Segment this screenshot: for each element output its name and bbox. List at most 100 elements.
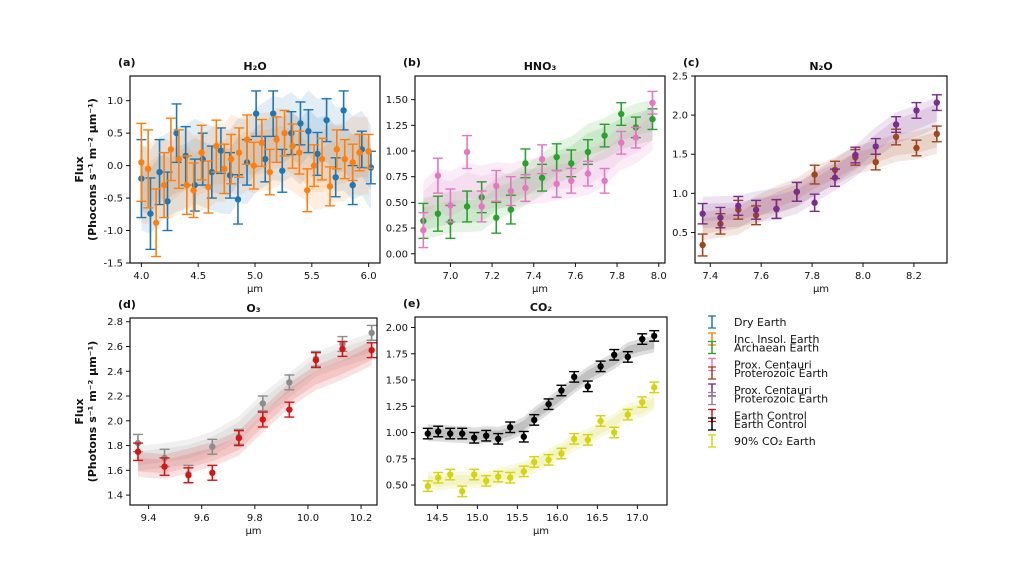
data-point — [159, 457, 170, 476]
x-tick-label: 9.8 — [247, 513, 263, 524]
data-point — [622, 408, 633, 421]
marker — [568, 160, 575, 167]
data-point — [145, 177, 156, 251]
data-point — [697, 233, 708, 257]
data-point — [232, 173, 243, 225]
uncertainty-band — [427, 392, 655, 491]
marker — [243, 136, 251, 143]
marker — [651, 384, 658, 391]
marker — [365, 148, 372, 155]
legend-label: Prox. Centauri — [734, 384, 812, 397]
data-point — [330, 157, 341, 198]
marker — [459, 488, 466, 495]
marker — [296, 149, 303, 156]
panel-title: O₃ — [246, 302, 260, 315]
x-tick-label: 7.2 — [484, 271, 500, 282]
marker — [649, 115, 656, 123]
data-point — [595, 360, 606, 373]
data-point — [317, 137, 328, 181]
marker — [507, 424, 514, 431]
data-point — [751, 199, 762, 220]
x-tick-label: 15.0 — [466, 513, 488, 524]
marker — [632, 134, 640, 141]
marker — [273, 136, 280, 143]
marker — [507, 206, 515, 213]
y-tick-label: 1.0 — [107, 96, 123, 107]
marker — [471, 434, 478, 441]
marker — [531, 416, 538, 424]
marker — [262, 155, 269, 163]
data-point — [771, 198, 782, 220]
marker — [190, 187, 197, 194]
y-tick-label: 0.50 — [386, 198, 408, 209]
marker — [531, 458, 538, 466]
legend-item: Dry Earth — [708, 315, 787, 329]
panel-c: 7.4 7.6 7.8 8.0 8.2 0.5 1.0 1.5 2.0 2.5 μm N₂O (c) — [672, 56, 948, 295]
data-point — [616, 130, 627, 155]
data-point — [181, 155, 192, 216]
y-axis-label: (Photons s⁻¹ m⁻² μm⁻¹) — [86, 341, 99, 483]
marker — [420, 226, 427, 234]
marker — [584, 383, 591, 390]
legend-label: Proterozoic Earth — [734, 393, 828, 406]
marker — [235, 434, 243, 442]
data-point — [491, 169, 502, 203]
data-point — [505, 421, 516, 434]
data-point — [505, 175, 516, 207]
uncertainty-band — [137, 340, 372, 479]
data-point — [582, 380, 593, 393]
marker — [424, 430, 431, 437]
x-axis-label: μm — [813, 284, 829, 295]
data-point — [256, 118, 267, 167]
marker — [611, 351, 618, 359]
marker — [793, 188, 801, 195]
marker — [495, 473, 502, 480]
y-tick-label: -0.5 — [103, 194, 123, 205]
x-axis-label: μm — [532, 284, 548, 295]
marker — [297, 120, 304, 127]
data-point — [422, 427, 433, 440]
marker — [601, 177, 608, 185]
x-tick-label: 8.0 — [855, 271, 871, 282]
y-tick-label: 0.5 — [672, 228, 688, 239]
data-point — [159, 151, 170, 219]
data-point — [697, 202, 708, 225]
y-tick-label: 1.25 — [386, 121, 408, 132]
marker — [538, 156, 546, 163]
y-tick-label: 1.5 — [672, 150, 688, 161]
marker — [250, 162, 258, 169]
y-tick-label: 2.6 — [107, 342, 123, 353]
y-tick-label: 1.4 — [107, 491, 123, 502]
legend-label: Earth Control — [734, 418, 807, 431]
data-point — [251, 90, 262, 138]
data-point — [233, 429, 244, 447]
data-point — [457, 485, 468, 498]
marker — [892, 121, 900, 128]
marker — [332, 174, 339, 181]
data-point — [809, 193, 820, 213]
data-point — [582, 160, 593, 187]
marker — [493, 182, 500, 190]
data-point — [211, 119, 222, 173]
panel-e: 14.5 15.0 15.5 16.0 16.5 17.0 0.50 0.75 1.00 1.25… — [386, 297, 668, 537]
panel-label: (e) — [403, 297, 421, 310]
data-point — [162, 171, 173, 232]
marker — [138, 159, 145, 166]
x-tick-label: 6.0 — [361, 271, 377, 282]
marker — [611, 429, 618, 436]
data-point — [257, 395, 268, 412]
x-axis-label: μm — [533, 526, 549, 537]
marker — [266, 168, 273, 176]
data-point — [649, 381, 660, 394]
marker — [447, 471, 454, 478]
marker — [288, 129, 295, 137]
y-tick-label: 2.00 — [386, 323, 408, 334]
marker — [597, 363, 604, 370]
y-tick-label: 0.5 — [107, 129, 123, 140]
y-tick-label: 1.00 — [386, 147, 408, 158]
marker — [368, 346, 375, 354]
data-point — [264, 148, 275, 196]
data-point — [891, 115, 902, 134]
marker — [571, 435, 578, 443]
marker — [553, 180, 560, 188]
